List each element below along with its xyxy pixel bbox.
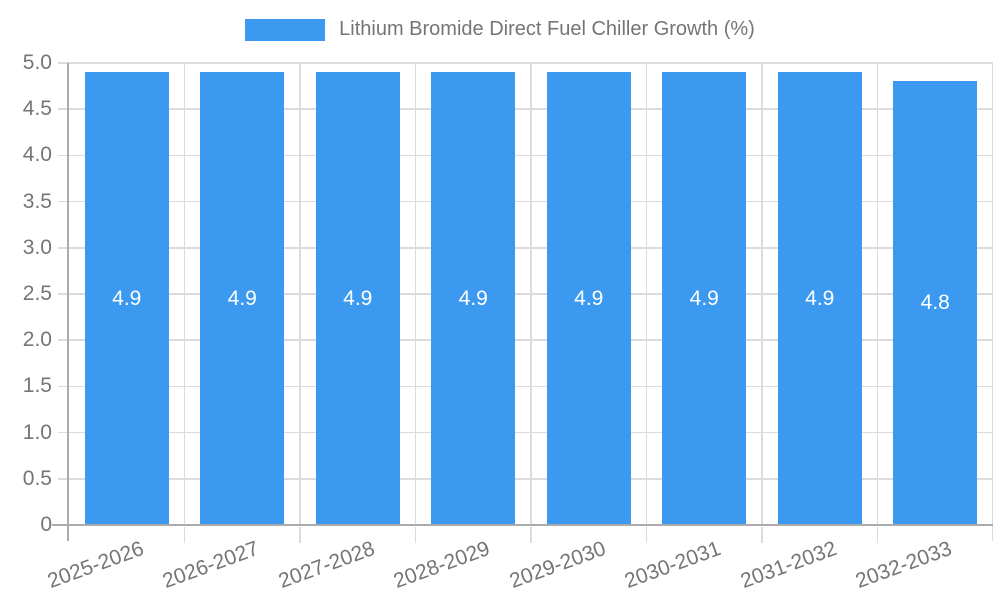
bar[interactable]: 4.9 bbox=[315, 72, 400, 525]
y-tick-mark bbox=[58, 339, 69, 341]
y-tick-label: 3.5 bbox=[22, 189, 52, 213]
x-axis-baseline bbox=[52, 524, 993, 526]
legend-item[interactable]: Lithium Bromide Direct Fuel Chiller Grow… bbox=[245, 18, 755, 41]
x-gridline bbox=[761, 63, 763, 525]
bar[interactable]: 4.9 bbox=[777, 72, 862, 525]
x-tick-mark bbox=[299, 527, 301, 543]
y-tick-mark bbox=[58, 385, 69, 388]
y-tick-mark bbox=[58, 200, 69, 203]
legend-color-swatch bbox=[245, 18, 326, 41]
x-tick-mark bbox=[414, 527, 417, 543]
x-tick-mark bbox=[645, 527, 648, 543]
x-tick-mark bbox=[183, 527, 186, 543]
x-gridline bbox=[299, 63, 301, 525]
bar[interactable]: 4.9 bbox=[200, 72, 285, 525]
legend-label: Lithium Bromide Direct Fuel Chiller Grow… bbox=[339, 18, 755, 40]
bar-value-label: 4.9 bbox=[112, 286, 142, 310]
bar-value-label: 4.9 bbox=[458, 286, 488, 310]
plot-right-border bbox=[991, 63, 993, 541]
y-tick-label: 0.5 bbox=[22, 466, 52, 490]
y-axis-line bbox=[67, 63, 69, 541]
bar-value-label: 4.8 bbox=[920, 291, 950, 315]
y-tick-label: 1.5 bbox=[22, 374, 52, 398]
y-tick-label: 4.5 bbox=[22, 97, 52, 121]
y-tick-label: 0 bbox=[40, 513, 52, 536]
y-tick-label: 2.0 bbox=[22, 328, 52, 352]
y-tick-mark bbox=[58, 431, 69, 434]
bar-value-label: 4.9 bbox=[689, 286, 719, 310]
y-tick-label: 3.0 bbox=[22, 235, 52, 259]
y-tick-label: 4.0 bbox=[22, 143, 52, 167]
x-gridline bbox=[645, 63, 648, 525]
legend: Lithium Bromide Direct Fuel Chiller Grow… bbox=[0, 18, 1000, 41]
y-tick-mark bbox=[58, 478, 69, 480]
x-gridline bbox=[876, 63, 879, 525]
y-tick-label: 1.0 bbox=[22, 420, 52, 444]
y-tick-mark bbox=[58, 154, 69, 157]
x-tick-mark bbox=[761, 527, 763, 543]
y-tick-label: 2.5 bbox=[22, 282, 52, 305]
x-tick-mark bbox=[530, 527, 532, 543]
y-tick-mark bbox=[58, 293, 69, 295]
bar[interactable]: 4.8 bbox=[893, 81, 978, 525]
y-tick-mark bbox=[58, 108, 69, 110]
x-tick-mark bbox=[876, 527, 879, 543]
bar-value-label: 4.9 bbox=[227, 286, 257, 310]
bar-value-label: 4.9 bbox=[805, 286, 835, 310]
y-tick-mark bbox=[58, 62, 69, 64]
x-gridline bbox=[414, 63, 417, 525]
y-tick-mark bbox=[58, 247, 69, 249]
bar[interactable]: 4.9 bbox=[84, 72, 169, 525]
y-tick-label: 5.0 bbox=[22, 51, 52, 74]
bar-value-label: 4.9 bbox=[574, 286, 604, 310]
bar-value-label: 4.9 bbox=[343, 286, 373, 310]
bar[interactable]: 4.9 bbox=[431, 72, 516, 525]
bar[interactable]: 4.9 bbox=[662, 72, 747, 525]
x-gridline bbox=[183, 63, 186, 525]
bar[interactable]: 4.9 bbox=[546, 72, 631, 525]
x-gridline bbox=[530, 63, 532, 525]
